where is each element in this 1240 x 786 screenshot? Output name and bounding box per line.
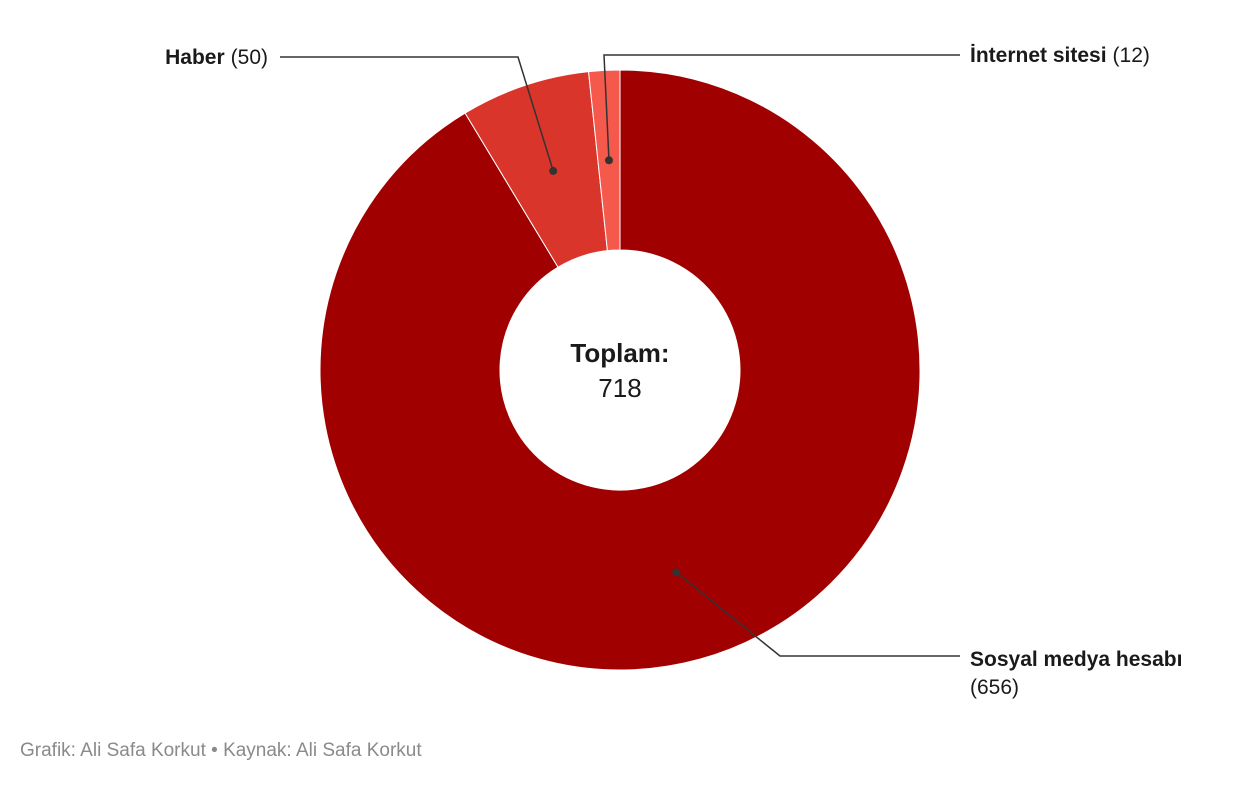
slice-name-internet-sitesi: İnternet sitesi	[970, 44, 1107, 67]
slice-value-internet-sitesi: (12)	[1113, 44, 1150, 67]
leader-dot-haber	[549, 166, 558, 175]
chart-footer-credit: Grafik: Ali Safa Korkut • Kaynak: Ali Sa…	[20, 740, 422, 761]
slice-value-haber: (50)	[231, 46, 268, 69]
center-title: Toplam:	[570, 338, 669, 368]
leader-line-sosyal-medya-hesabi	[675, 571, 960, 657]
leader-line-haber	[280, 56, 554, 172]
label-internet-sitesi: İnternet sitesi (12)	[603, 44, 1150, 165]
center-value: 718	[598, 373, 641, 403]
slice-label-internet-sitesi: İnternet sitesi (12)	[970, 44, 1150, 67]
leader-line-internet-sitesi	[603, 54, 960, 161]
slice-name-haber: Haber	[165, 46, 225, 69]
slice-value-sosyal-medya-hesabi: (656)	[970, 676, 1019, 699]
slice-name-sosyal-medya-hesabi: Sosyal medya hesabı	[970, 648, 1182, 671]
donut-slices	[319, 69, 921, 671]
leader-dot-internet-sitesi	[604, 156, 613, 165]
donut-hole	[500, 250, 740, 490]
leader-dot-sosyal-medya-hesabi	[672, 568, 681, 577]
label-haber: Haber (50)	[165, 46, 558, 175]
slice-label-haber: Haber (50)	[165, 46, 268, 69]
label-sosyal-medya-hesabi: Sosyal medya hesabı (656)	[672, 568, 1182, 699]
